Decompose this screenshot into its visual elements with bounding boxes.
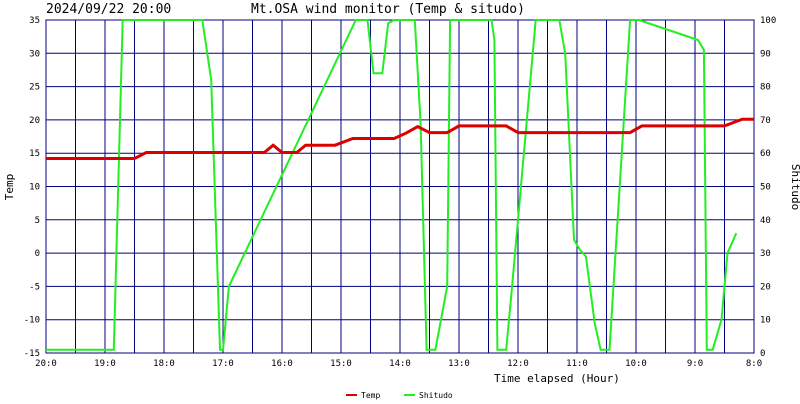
y-tick-label-left: 0 [35, 249, 40, 259]
legend-label: Shitudo [419, 391, 453, 400]
x-tick-label: 14:0 [389, 359, 411, 369]
series-layer [46, 19, 754, 351]
y-tick-label-left: 35 [29, 16, 40, 26]
y-tick-label-left: -10 [24, 316, 40, 326]
y-tick-label-left: 20 [29, 116, 40, 126]
y-tick-label-right: 20 [760, 282, 771, 292]
y-tick-label-right: 50 [760, 183, 771, 193]
timestamp-label: 2024/09/22 20:00 [46, 2, 171, 17]
y-tick-label-right: 60 [760, 149, 771, 159]
y-axis-title-right: Shitudo [789, 164, 800, 210]
x-tick-label: 20:0 [35, 359, 57, 369]
y-tick-label-left: 5 [35, 216, 40, 226]
y-tick-label-right: 90 [760, 49, 771, 59]
tick-layer: -15 -10 -5 0 5 10 15 20 25 30 35 0 10 20 30 40 50 60 70 80 9… [24, 16, 777, 369]
x-tick-label: 12:0 [507, 359, 529, 369]
y-tick-label-left: 10 [29, 183, 40, 193]
series-line-temp [46, 117, 754, 160]
grid-layer [45, 19, 755, 354]
y-tick-label-right: 30 [760, 249, 771, 259]
x-tick-label: 10:0 [625, 359, 647, 369]
x-tick-label: 16:0 [271, 359, 293, 369]
y-axis-title-left: Temp [3, 174, 16, 201]
legend: Temp Shitudo [346, 391, 453, 400]
chart-title: Mt.OSA wind monitor (Temp & situdo) [251, 2, 525, 17]
y-tick-label-left: 30 [29, 49, 40, 59]
y-tick-label-left: 25 [29, 83, 40, 93]
series-line-shitudo [46, 19, 738, 351]
y-tick-label-left: -5 [29, 282, 40, 292]
y-tick-label-right: 80 [760, 83, 771, 93]
x-tick-label: 17:0 [212, 359, 234, 369]
x-tick-label: 19:0 [94, 359, 116, 369]
x-tick-label: 13:0 [448, 359, 470, 369]
y-tick-label-left: -15 [24, 349, 40, 359]
x-tick-label: 15:0 [330, 359, 352, 369]
x-tick-label: 8:0 [746, 359, 762, 369]
y-tick-label-right: 0 [760, 349, 765, 359]
y-tick-label-right: 10 [760, 316, 771, 326]
x-axis-title: Time elapsed (Hour) [494, 372, 620, 385]
x-tick-label: 11:0 [566, 359, 588, 369]
x-tick-label: 9:0 [687, 359, 703, 369]
y-tick-label-left: 15 [29, 149, 40, 159]
legend-label: Temp [361, 391, 380, 400]
x-tick-label: 18:0 [153, 359, 175, 369]
y-tick-label-right: 70 [760, 116, 771, 126]
y-tick-label-right: 100 [760, 16, 776, 26]
y-tick-label-right: 40 [760, 216, 771, 226]
